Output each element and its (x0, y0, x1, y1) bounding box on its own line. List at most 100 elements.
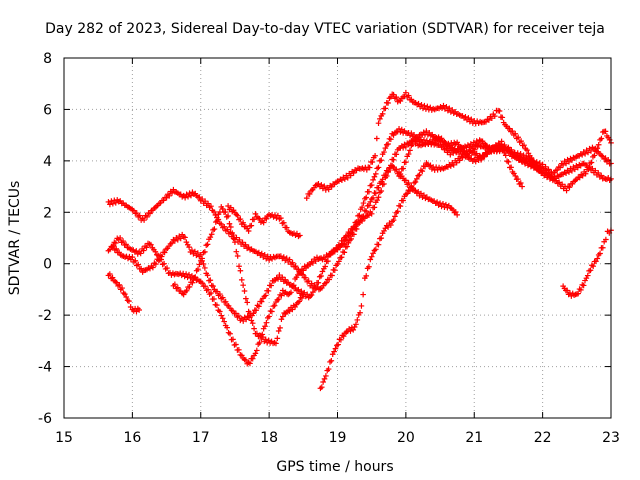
data-point (325, 258, 331, 264)
data-point (325, 366, 332, 372)
data-point (239, 239, 246, 246)
data-point (421, 102, 428, 109)
data-point (403, 89, 409, 96)
data-point (243, 295, 249, 302)
data-point (560, 162, 566, 168)
x-tick-label: 16 (123, 430, 141, 446)
data-point (174, 236, 181, 243)
data-point (569, 168, 575, 174)
data-point (225, 213, 231, 219)
y-tick-label: 4 (43, 154, 52, 170)
data-point (375, 184, 382, 191)
data-point (195, 250, 201, 256)
data-point (199, 255, 205, 262)
data-point (505, 159, 512, 165)
data-point (336, 258, 342, 265)
data-point (378, 188, 385, 194)
data-point (208, 290, 214, 296)
data-point (300, 291, 307, 298)
data-point (338, 337, 344, 343)
data-point (236, 347, 242, 353)
data-point (514, 152, 521, 159)
data-point (446, 105, 453, 112)
data-point (358, 303, 365, 309)
data-point (347, 328, 354, 334)
data-point (292, 263, 299, 269)
tick-labels: 15 16 17 18 19 20 21 22 23 -6 -4 -2 0 2 4 6 8 (38, 51, 620, 446)
data-point (379, 111, 386, 117)
data-point (556, 179, 563, 186)
data-point (110, 242, 117, 249)
data-point (221, 318, 227, 325)
data-point (388, 136, 394, 143)
data-point (321, 376, 328, 382)
data-point (388, 222, 394, 228)
data-point (224, 324, 230, 331)
data-point (211, 296, 217, 302)
data-point (543, 169, 549, 176)
data-point (202, 265, 208, 271)
series-j (560, 227, 614, 299)
data-point (598, 135, 605, 142)
data-point (405, 92, 412, 99)
data-point (222, 209, 229, 215)
data-point (370, 194, 376, 201)
grid (64, 58, 611, 418)
data-point (319, 268, 326, 275)
data-point (388, 162, 394, 169)
data-point (354, 317, 361, 323)
data-point (297, 232, 303, 239)
x-tick-label: 17 (192, 430, 210, 446)
data-point (126, 298, 132, 304)
data-point (283, 255, 290, 262)
data-point (268, 282, 274, 289)
data-point (428, 140, 435, 147)
data-point (202, 283, 208, 290)
data-point (325, 186, 332, 193)
data-point (219, 205, 226, 212)
y-tick-label: 0 (43, 257, 52, 273)
data-point (331, 348, 337, 355)
data-point (263, 319, 270, 326)
data-point (233, 248, 240, 255)
data-point (505, 144, 512, 151)
data-point (515, 176, 521, 182)
data-point (392, 213, 398, 220)
data-point (437, 200, 443, 206)
data-point (349, 227, 356, 233)
data-point (219, 294, 226, 301)
data-point (385, 141, 391, 147)
data-point (228, 224, 234, 230)
data-point (491, 113, 498, 119)
data-point (403, 159, 409, 165)
data-point (236, 237, 243, 243)
data-point (236, 313, 242, 319)
data-point (350, 327, 357, 333)
data-point (453, 159, 460, 166)
data-point (340, 333, 347, 340)
data-point (269, 308, 275, 315)
data-point (229, 230, 236, 236)
data-point (591, 152, 598, 159)
data-point (419, 168, 426, 174)
data-point (371, 204, 378, 211)
x-tick-label: 18 (260, 430, 278, 446)
data-point (303, 195, 310, 201)
data-point (366, 164, 373, 171)
data-point (183, 287, 190, 294)
data-point (277, 325, 283, 331)
data-point (347, 172, 354, 179)
data-point (271, 302, 278, 309)
data-point (492, 145, 499, 152)
data-point (447, 143, 453, 149)
data-point (289, 259, 296, 266)
data-point (595, 170, 602, 176)
data-point (254, 330, 260, 337)
data-point (340, 238, 346, 244)
data-point (378, 235, 385, 241)
data-point (241, 288, 248, 294)
data-point (323, 373, 329, 379)
x-axis-label: GPS time / hours (276, 459, 393, 475)
data-point (381, 181, 387, 187)
data-point (582, 170, 589, 177)
